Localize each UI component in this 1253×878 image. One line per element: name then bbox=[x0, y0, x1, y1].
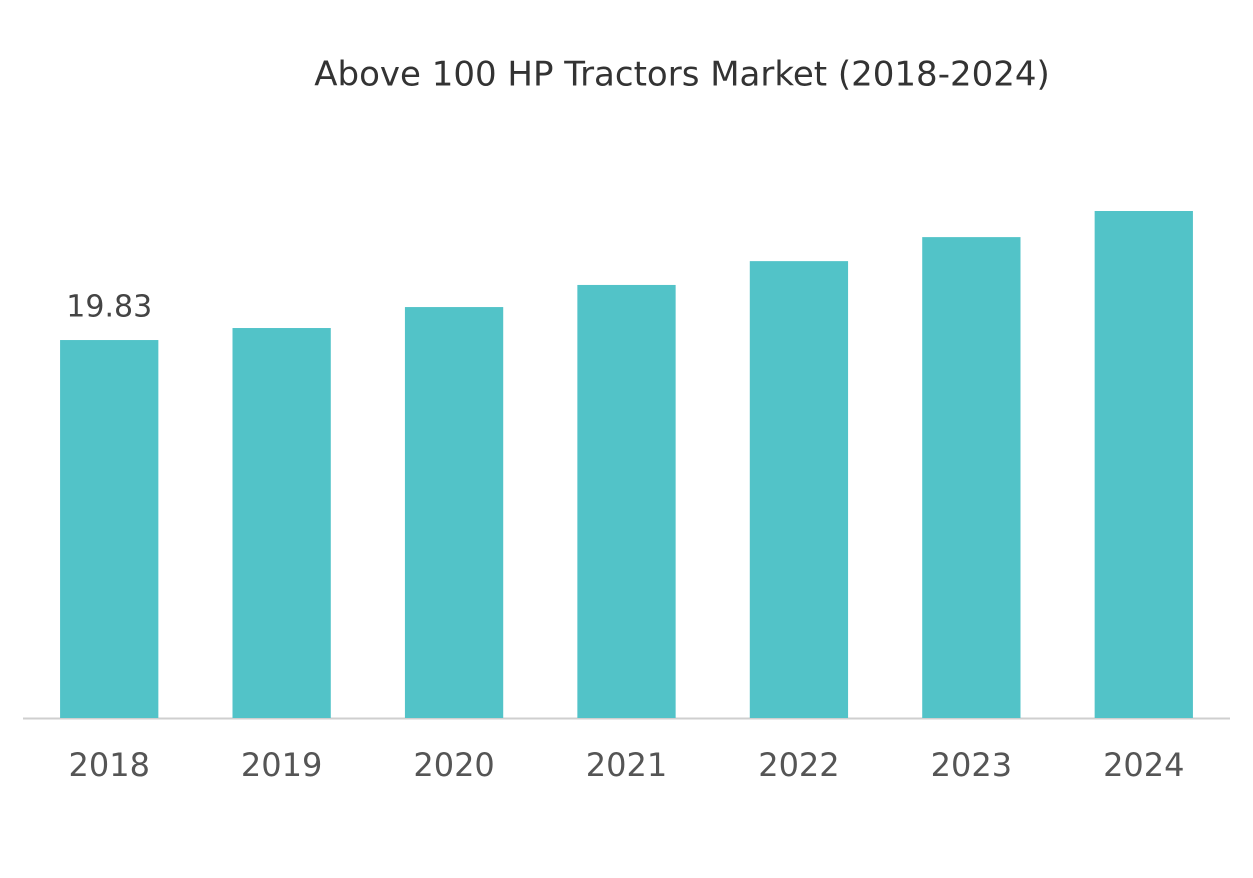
bar bbox=[232, 328, 331, 718]
x-tick-label: 2021 bbox=[586, 746, 667, 784]
bar bbox=[577, 284, 676, 718]
x-tick-label: 2020 bbox=[413, 746, 494, 784]
x-tick-label: 2022 bbox=[758, 746, 839, 784]
bar bbox=[922, 237, 1021, 718]
bar bbox=[1094, 211, 1193, 718]
bar bbox=[60, 340, 159, 718]
bar bbox=[404, 307, 504, 718]
x-tick-label: 2018 bbox=[68, 746, 149, 784]
chart-title: Above 100 HP Tractors Market (2018-2024) bbox=[314, 55, 1050, 95]
bar bbox=[749, 261, 849, 718]
x-tick-label: 2019 bbox=[241, 746, 322, 784]
data-label: 19.83 bbox=[66, 290, 152, 325]
x-tick-label: 2024 bbox=[1103, 746, 1184, 784]
x-tick-label: 2023 bbox=[931, 746, 1012, 784]
